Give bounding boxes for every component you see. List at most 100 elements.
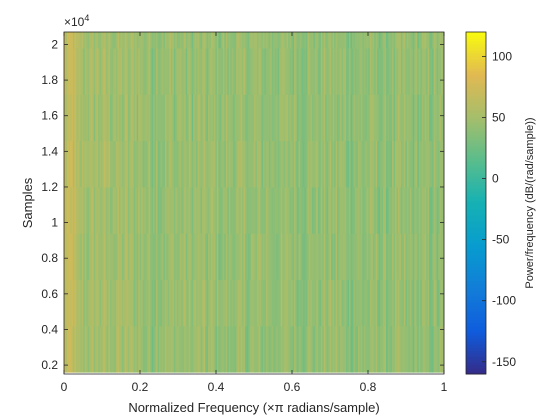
heatmap-cell [251,279,253,327]
heatmap-cell [145,32,148,49]
heatmap-cell [311,279,314,327]
heatmap-cell [141,48,144,95]
heatmap-cell [322,325,325,373]
heatmap-cell [377,94,380,142]
heatmap-cell [304,32,307,49]
heatmap-cell [414,325,417,373]
heatmap-cell [196,279,198,327]
heatmap-cell [405,32,408,49]
heatmap-cell [181,325,184,373]
heatmap-cell [402,233,405,280]
heatmap-cell [199,233,201,280]
y-tick-label: 0.4 [41,322,58,336]
heatmap-cell [65,48,68,95]
heatmap-cell [314,186,317,234]
heatmap-cell [231,279,234,327]
heatmap-cell [127,279,130,327]
heatmap-cell [173,94,176,142]
heatmap-cell [154,186,157,234]
heatmap-cell [96,94,99,142]
heatmap-cell [227,94,230,142]
heatmap-cell [202,279,204,327]
heatmap-cell [274,233,277,280]
heatmap-cell [169,186,172,234]
heatmap-cell [98,186,101,234]
heatmap-cell [101,325,103,373]
heatmap-cell [357,48,360,95]
heatmap-cell [304,94,307,142]
heatmap-cell [102,325,105,373]
heatmap-cell [322,140,325,188]
heatmap-cell [326,32,329,49]
heatmap-cell [381,233,384,280]
heatmap-cell [157,233,160,280]
heatmap-cell [292,233,295,280]
heatmap-cell [378,94,381,142]
heatmap-cell [124,32,127,49]
heatmap-cell [86,94,89,142]
heatmap-cell [210,48,213,95]
heatmap-cell [381,186,384,234]
heatmap-cell [95,94,98,142]
heatmap-cell [363,279,366,327]
heatmap-cell [411,279,414,327]
heatmap-cell [311,186,314,234]
heatmap-cell [302,32,305,49]
heatmap-cell [249,279,252,327]
x-axis-ticks: 0 0.2 0.4 0.6 0.8 1 [61,32,448,394]
heatmap-cell [102,186,105,234]
heatmap-cell [74,186,77,234]
heatmap-cell [262,48,265,95]
heatmap-cell [430,279,433,327]
heatmap-cell [435,48,437,95]
heatmap-cell [64,233,66,280]
colorbar-segment [466,362,486,366]
heatmap-cell [268,48,271,95]
heatmap-cell [396,233,399,280]
heatmap-cell [420,325,423,373]
heatmap-cell [390,186,393,234]
heatmap-cell [69,279,72,327]
heatmap-cell [108,186,111,234]
heatmap-cell [347,140,350,188]
heatmap-cell [164,48,167,95]
colorbar-segment [466,194,486,198]
colorbar-segment [466,89,486,93]
heatmap-cell [424,279,427,327]
heatmap-cell [193,186,196,234]
heatmap-cell [334,48,337,95]
heatmap-cell [68,233,71,280]
heatmap-cell [95,32,98,49]
heatmap-cell [365,94,368,142]
heatmap-cell [264,140,267,188]
heatmap-cell [351,140,354,188]
heatmap-cell [395,94,397,142]
heatmap-cell [107,140,109,188]
colorbar-segment [466,74,486,78]
heatmap-cell [254,279,256,327]
heatmap-cell [153,140,155,188]
heatmap-cell [294,140,296,188]
heatmap-cell [255,186,258,234]
heatmap-cell [130,186,133,234]
heatmap-cell [163,186,166,234]
heatmap-cell [261,325,264,373]
heatmap-cell [159,94,161,142]
heatmap-cell [279,140,282,188]
heatmap-cell [271,325,274,373]
heatmap-cell [258,325,261,373]
heatmap-cell [349,48,351,95]
heatmap-cell [320,32,323,49]
heatmap-cell [105,186,108,234]
heatmap-cell [432,279,435,327]
heatmap-cell [107,48,109,95]
heatmap-cell [237,325,240,373]
heatmap-cell [251,140,253,188]
heatmap-cell [222,94,225,142]
heatmap-cell [136,140,139,188]
heatmap-cell [187,279,190,327]
heatmap-cell [123,325,126,373]
heatmap-cell [270,233,273,280]
heatmap-cell [411,233,414,280]
heatmap-cell [340,94,342,142]
